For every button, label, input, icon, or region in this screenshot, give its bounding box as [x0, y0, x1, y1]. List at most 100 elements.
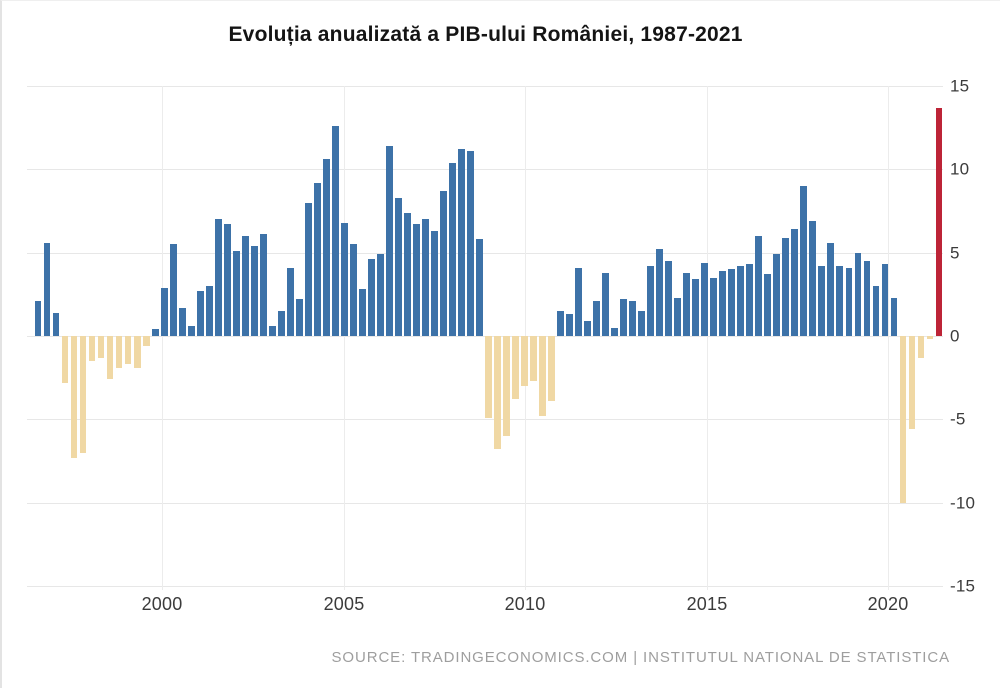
- gdp-bar: [674, 297, 682, 336]
- gdp-bar: [458, 149, 465, 336]
- gdp-bar: [548, 336, 555, 401]
- gdp-bar: [737, 265, 745, 336]
- gdp-bar: [250, 245, 258, 336]
- gdp-bar: [340, 222, 348, 336]
- gdp-bar: [43, 242, 51, 336]
- gdp-bar: [196, 290, 204, 336]
- gdp-bar: [223, 224, 231, 336]
- gdp-bar: [259, 234, 267, 336]
- gdp-bar: [503, 336, 510, 436]
- chart-title: Evoluția anualizată a PIB-ului României,…: [228, 23, 743, 46]
- y-axis-tick-label: 0: [950, 326, 960, 346]
- gdp-bar: [539, 336, 546, 416]
- gdp-bar: [917, 336, 925, 358]
- gdp-bar: [124, 336, 132, 365]
- gdp-bar: [395, 197, 402, 336]
- gdp-bar: [277, 310, 285, 336]
- gdp-bar: [557, 310, 564, 336]
- gdp-bar: [79, 336, 87, 453]
- gdp-bar: [476, 239, 483, 336]
- gdp-bar: [602, 272, 610, 336]
- h-gridline: [27, 169, 943, 171]
- y-axis-tick-label: 15: [950, 76, 970, 96]
- gdp-bar: [431, 230, 438, 336]
- gdp-bar: [629, 300, 637, 336]
- gdp-bar: [656, 249, 664, 336]
- gdp-bar: [593, 300, 601, 336]
- v-gridline: [162, 86, 163, 590]
- gdp-bar: [367, 259, 375, 336]
- h-gridline: [27, 252, 943, 254]
- gdp-bar: [160, 287, 168, 336]
- gdp-bar: [115, 336, 123, 368]
- gdp-bar: [106, 336, 114, 380]
- gdp-bar: [782, 237, 790, 336]
- gdp-bar: [638, 310, 646, 336]
- gdp-bar: [791, 229, 799, 336]
- gdp-bar: [836, 265, 844, 336]
- gdp-bar: [647, 265, 655, 336]
- gdp-bar: [205, 285, 213, 336]
- gdp-bar: [322, 159, 330, 336]
- gdp-bar: [818, 265, 826, 336]
- y-axis-tick-label: -5: [950, 409, 966, 429]
- gdp-bar: [232, 250, 240, 336]
- gdp-bar: [755, 235, 763, 336]
- x-axis-tick-label: 2020: [867, 594, 909, 614]
- gdp-bar: [440, 190, 447, 336]
- v-gridline: [344, 86, 345, 590]
- gdp-bar: [908, 336, 916, 430]
- gdp-bar: [376, 254, 384, 336]
- source-attribution: SOURCE: TRADINGECONOMICS.COM | INSTITUTU…: [331, 649, 950, 666]
- gdp-bar: [665, 260, 673, 336]
- gdp-bar: [485, 336, 492, 418]
- gdp-bar: [88, 336, 96, 361]
- gdp-bar: [809, 220, 817, 336]
- gdp-bar: [746, 264, 754, 336]
- gdp-bar: [304, 202, 312, 336]
- gdp-bar: [494, 336, 501, 450]
- gdp-bar: [385, 145, 393, 336]
- gdp-bar: [52, 312, 60, 336]
- gdp-bar: [467, 150, 474, 336]
- x-axis-tick-label: 2005: [323, 594, 365, 614]
- gdp-bar: [70, 336, 78, 458]
- gdp-bar: [710, 277, 718, 336]
- gdp-bar: [872, 285, 880, 336]
- gdp-bar: [97, 336, 105, 358]
- gdp-bar: [935, 107, 943, 336]
- gdp-bar: [178, 307, 186, 336]
- gdp-bar: [584, 320, 591, 336]
- y-axis-tick-label: -15: [950, 576, 976, 596]
- x-axis-tick-label: 2000: [141, 594, 183, 614]
- gdp-bar: [854, 252, 862, 336]
- gdp-bar: [530, 336, 537, 381]
- gdp-bar: [827, 242, 835, 336]
- gdp-bar: [899, 336, 907, 503]
- gdp-bar: [133, 336, 141, 368]
- gdp-bar: [422, 219, 429, 336]
- gdp-bar: [358, 289, 366, 336]
- gdp-bar: [241, 235, 249, 336]
- gdp-bar: [863, 260, 871, 336]
- gdp-bar: [521, 336, 528, 386]
- gdp-bar: [575, 267, 582, 336]
- x-axis-tick-label: 2015: [686, 594, 728, 614]
- h-gridline: [27, 419, 943, 421]
- gdp-bar: [169, 244, 177, 336]
- gdp-bar: [286, 267, 294, 336]
- gdp-bar: [142, 336, 150, 346]
- gdp-bar: [926, 336, 934, 340]
- gdp-bar: [773, 254, 781, 336]
- gdp-bar: [890, 297, 898, 336]
- y-axis-tick-label: 10: [950, 159, 970, 179]
- gdp-bar: [331, 125, 339, 336]
- y-axis-tick-label: -10: [950, 493, 976, 513]
- gdp-bar: [349, 244, 357, 336]
- h-gridline: [27, 586, 943, 587]
- gdp-bar: [566, 314, 573, 336]
- h-gridline: [27, 336, 943, 337]
- gdp-bar: [512, 336, 519, 400]
- h-gridline: [27, 85, 943, 87]
- gdp-bar: [214, 219, 222, 336]
